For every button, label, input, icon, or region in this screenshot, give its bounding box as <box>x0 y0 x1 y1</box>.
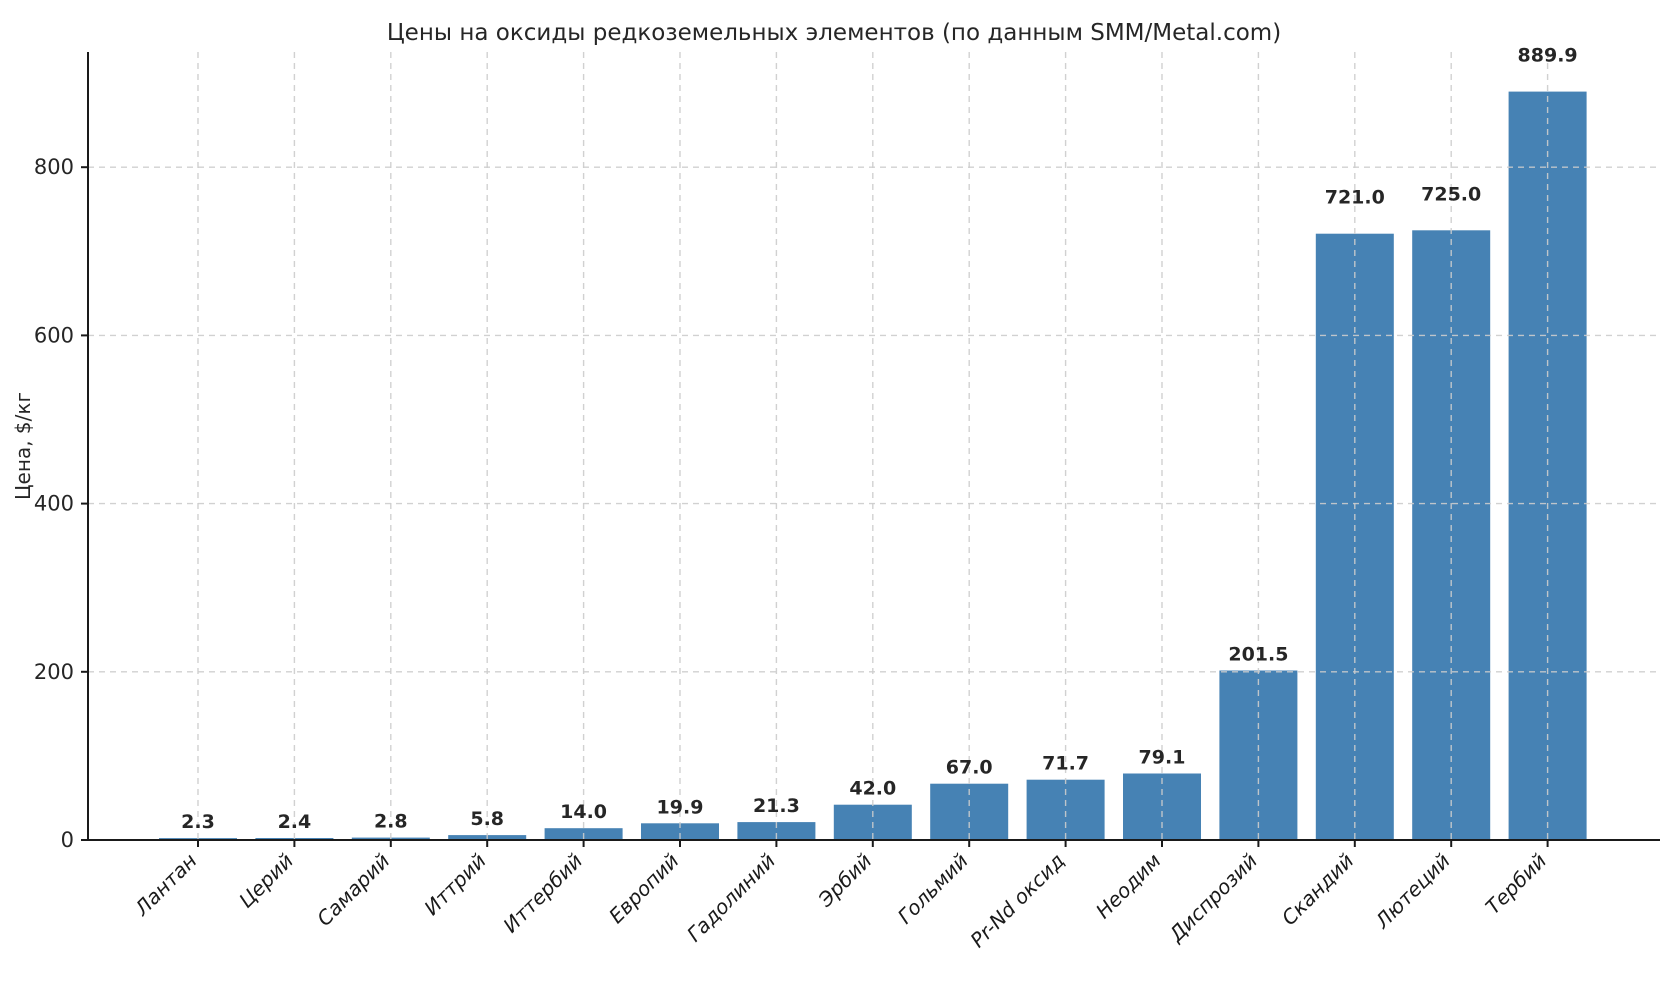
bar-value-label: 67.0 <box>946 757 993 779</box>
bar-value-label: 21.3 <box>753 795 800 817</box>
y-tick-label: 200 <box>34 660 74 684</box>
y-tick-label: 800 <box>34 155 74 179</box>
plot-bar <box>1123 773 1201 840</box>
plot-bar <box>641 823 719 840</box>
bar-value-label: 2.4 <box>278 811 312 833</box>
bar-value-label: 5.8 <box>470 808 504 830</box>
bar-value-label: 201.5 <box>1228 644 1288 666</box>
y-tick-label: 600 <box>34 323 74 347</box>
bar-value-label: 14.0 <box>560 801 607 823</box>
bar-value-label: 889.9 <box>1518 45 1578 67</box>
plot-bar <box>737 822 816 840</box>
bar-value-label: 79.1 <box>1139 747 1186 769</box>
bar-value-label: 71.7 <box>1042 753 1089 775</box>
bar-value-label: 42.0 <box>849 778 896 800</box>
y-axis-label: Цена, $/кг <box>11 392 35 500</box>
bar-value-label: 725.0 <box>1421 183 1481 205</box>
bar-value-label: 19.9 <box>657 796 704 818</box>
y-tick-label: 0 <box>61 828 74 852</box>
chart-title: Цены на оксиды редкоземельных элементов … <box>387 20 1281 46</box>
plot-bar <box>1026 779 1105 840</box>
y-tick-label: 400 <box>34 492 74 516</box>
bar-value-label: 2.8 <box>374 811 408 833</box>
bar-value-label: 721.0 <box>1325 187 1385 209</box>
bar-value-label: 2.3 <box>181 811 215 833</box>
